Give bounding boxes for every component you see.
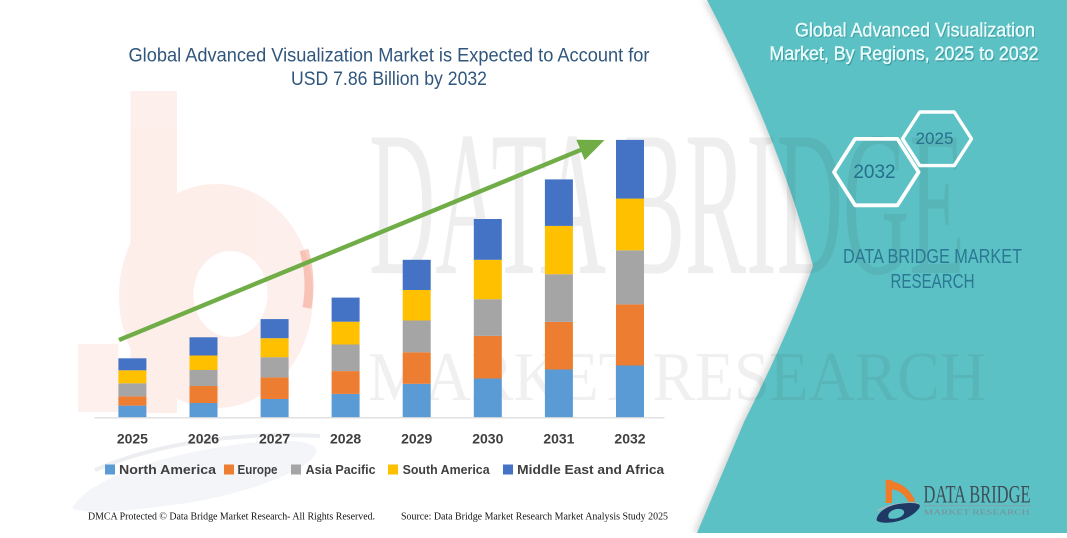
svg-text:USD 7.86 Billion by 2032: USD 7.86 Billion by 2032	[291, 69, 487, 90]
svg-text:2029: 2029	[401, 431, 432, 447]
svg-text:MARKET RESEARCH: MARKET RESEARCH	[368, 339, 986, 416]
svg-text:RESEARCH: RESEARCH	[891, 270, 975, 293]
svg-text:2027: 2027	[259, 431, 290, 447]
svg-text:2025: 2025	[117, 431, 148, 447]
svg-text:North America: North America	[119, 462, 217, 477]
svg-text:2028: 2028	[330, 431, 361, 447]
svg-text:Global Advanced Visualization: Global Advanced Visualization Market is …	[129, 46, 651, 67]
svg-text:MARKET RESEARCH: MARKET RESEARCH	[924, 508, 1031, 517]
svg-text:Europe: Europe	[238, 462, 278, 477]
svg-text:2026: 2026	[188, 431, 219, 447]
svg-text:Market, By Regions, 2025 to 20: Market, By Regions, 2025 to 2032	[770, 43, 1039, 65]
svg-text:DMCA Protected © Data Bridge M: DMCA Protected © Data Bridge Market Rese…	[88, 512, 375, 523]
svg-text:2032: 2032	[853, 162, 895, 183]
svg-text:2025: 2025	[916, 129, 954, 148]
svg-text:DATA BRIDGE MARKET: DATA BRIDGE MARKET	[843, 245, 1022, 268]
svg-text:Middle East and Africa: Middle East and Africa	[517, 462, 665, 477]
svg-text:Source: Data Bridge Market Res: Source: Data Bridge Market Research Mark…	[401, 512, 668, 523]
svg-text:DATA BRIDGE: DATA BRIDGE	[924, 479, 1031, 508]
svg-text:Global Advanced Visualization: Global Advanced Visualization	[796, 21, 1036, 43]
svg-text:2030: 2030	[472, 431, 503, 447]
svg-text:Global Advanced Visualization: Global Advanced Visualization	[795, 20, 1035, 42]
svg-text:Market, By Regions, 2025 to 20: Market, By Regions, 2025 to 2032	[771, 44, 1040, 66]
svg-text:2031: 2031	[543, 431, 574, 447]
svg-text:2032: 2032	[614, 431, 645, 447]
svg-text:Asia Pacific: Asia Pacific	[306, 462, 376, 477]
svg-text:South America: South America	[403, 462, 491, 477]
